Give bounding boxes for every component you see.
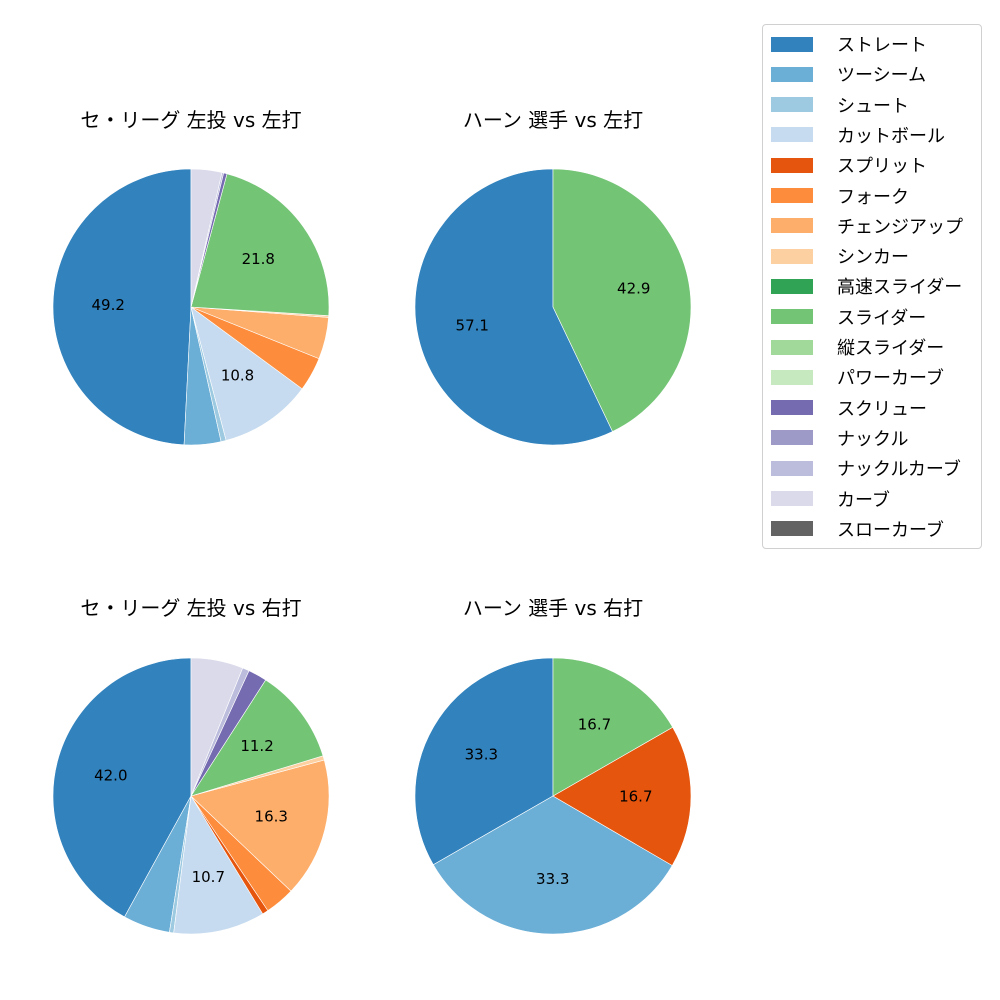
legend-swatch (771, 521, 813, 537)
pie-slice (52, 168, 192, 446)
legend-swatch (771, 369, 813, 385)
slice-value-label: 16.7 (578, 715, 611, 733)
legend-item: スプリット (771, 152, 927, 178)
legend-item: シンカー (771, 243, 909, 269)
legend-swatch (771, 278, 813, 294)
legend-swatch (771, 309, 813, 325)
legend-label: フォーク (837, 186, 909, 208)
legend-swatch (771, 218, 813, 234)
legend-item: スライダー (771, 304, 926, 330)
legend-label: チェンジアップ (837, 216, 963, 238)
legend-label: シュート (837, 95, 909, 117)
legend-item: シュート (771, 92, 909, 118)
pie-slice (190, 168, 223, 308)
legend-label: 高速スライダー (837, 277, 963, 299)
pie-slice (552, 168, 692, 432)
slice-value-label: 16.7 (619, 787, 652, 805)
slice-value-label: 21.8 (242, 250, 275, 268)
legend-label: カーブ (837, 489, 890, 511)
legend-label: スローカーブ (837, 519, 944, 541)
legend-item: ナックルカーブ (771, 455, 961, 481)
slice-value-label: 10.7 (192, 868, 225, 886)
legend: ストレートツーシームシュートカットボール スプリットフォークチェンジアップ シンカー… (762, 24, 982, 549)
legend-item: ストレート (771, 31, 927, 57)
pie-slice (173, 795, 264, 935)
legend-label: ストレート (837, 35, 927, 56)
legend-label: スプリット (837, 156, 927, 178)
legend-item: 高速スライダー (771, 273, 962, 299)
legend-label: カットボール (837, 125, 945, 147)
pie-slice (52, 657, 192, 918)
legend-item: 縦スライダー (771, 334, 944, 360)
slice-value-label: 33.3 (536, 870, 569, 888)
legend-item: スクリュー (771, 395, 927, 421)
legend-label: ツーシーム (837, 65, 927, 87)
legend-swatch (771, 400, 813, 416)
legend-label: スクリュー (837, 398, 927, 420)
legend-swatch (771, 248, 813, 264)
pie-slice (414, 657, 554, 866)
legend-label: パワーカーブ (837, 368, 944, 390)
legend-item: カーブ (771, 486, 890, 512)
slice-value-label: 49.2 (92, 296, 125, 314)
slice-value-label: 10.8 (221, 366, 254, 384)
legend-swatch (771, 491, 813, 506)
pie-slice (190, 679, 324, 797)
legend-label: 縦スライダー (837, 338, 945, 359)
slice-value-label: 11.2 (240, 737, 273, 755)
pie-slice (552, 657, 674, 797)
legend-swatch (771, 460, 813, 476)
pie-slice (190, 759, 330, 892)
legend-item: ツーシーム (771, 61, 926, 87)
legend-item: パワーカーブ (771, 364, 944, 390)
legend-label: シンカー (837, 247, 909, 269)
legend-label: ナックルカーブ (837, 459, 961, 481)
legend-swatch (771, 36, 813, 52)
pie-slice (414, 168, 613, 446)
legend-label: ナックル (837, 428, 909, 450)
pie-slice (190, 657, 243, 797)
legend-swatch (771, 157, 813, 173)
legend-item: チェンジアップ (771, 213, 963, 239)
slice-value-label: 33.3 (465, 746, 498, 764)
legend-swatch (771, 66, 813, 82)
legend-swatch (771, 127, 813, 143)
legend-item: スローカーブ (771, 516, 944, 542)
pie-slice (190, 306, 303, 441)
slice-value-label: 42.0 (94, 766, 127, 784)
legend-item: カットボール (771, 122, 945, 148)
legend-label: スライダー (837, 307, 927, 329)
pie-slice (432, 795, 673, 935)
legend-swatch (771, 430, 813, 446)
slice-value-label: 16.3 (255, 807, 288, 825)
slice-value-label: 42.9 (617, 280, 650, 298)
chart-title-league-vs-right: セ・リーグ 左投 vs 右打 (80, 596, 302, 620)
chart-title-player-vs-right: ハーン 選手 vs 右打 (462, 596, 644, 620)
slice-value-label: 57.1 (456, 316, 489, 334)
legend-swatch (771, 339, 813, 355)
pie-slice (552, 726, 692, 866)
legend-swatch (771, 188, 813, 203)
chart-title-player-vs-left: ハーン 選手 vs 左打 (462, 108, 644, 132)
legend-swatch (771, 97, 813, 113)
legend-item: フォーク (771, 183, 909, 209)
pie-slice (190, 173, 330, 316)
chart-title-league-vs-left: セ・リーグ 左投 vs 左打 (80, 108, 302, 132)
legend-item: ナックル (771, 425, 908, 451)
